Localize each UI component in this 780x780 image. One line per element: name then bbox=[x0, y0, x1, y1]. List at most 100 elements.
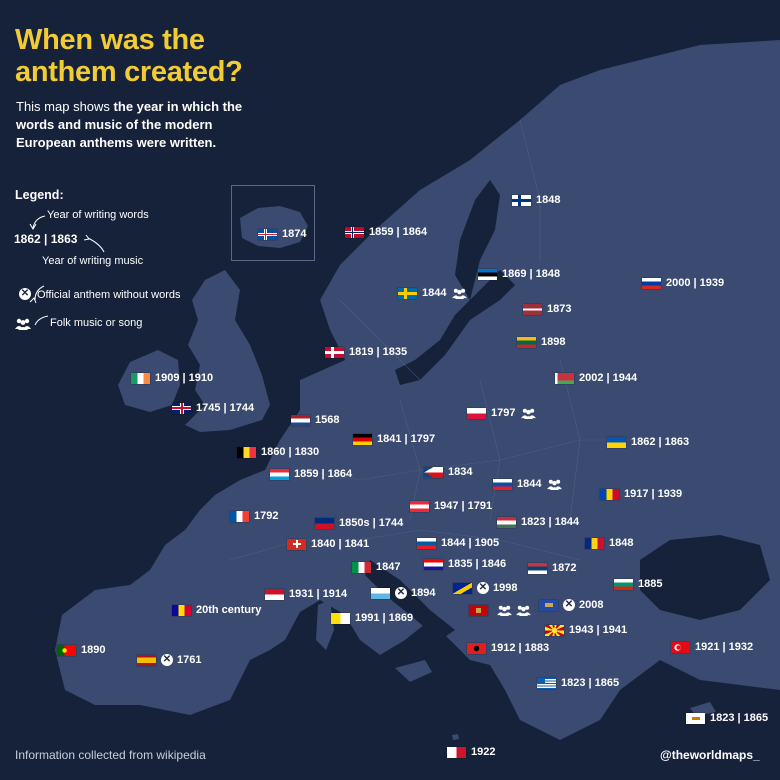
folk-icon bbox=[452, 288, 468, 299]
anthem-years: 1874 bbox=[282, 228, 307, 240]
anthem-years: 1823 | 1865 bbox=[710, 712, 769, 724]
country-label-estonia: 1869 | 1848 bbox=[478, 268, 560, 280]
subtitle-bold: the year in which the words and music of… bbox=[16, 99, 243, 150]
country-label-bosnia: ✕ 1998 bbox=[453, 582, 517, 594]
no-words-icon: ✕ bbox=[477, 582, 489, 594]
anthem-years: 1834 bbox=[448, 466, 473, 478]
folk-icon bbox=[497, 605, 512, 616]
country-label-austria: 1947 | 1791 bbox=[410, 500, 492, 512]
country-label-portugal: 1890 bbox=[57, 644, 105, 656]
sardinia bbox=[316, 600, 334, 650]
sanmarino-flag-icon bbox=[371, 587, 390, 599]
anthem-years: 1862 | 1863 bbox=[631, 436, 690, 448]
country-label-slovenia: 1844 | 1905 bbox=[417, 537, 499, 549]
anthem-years: 1943 | 1941 bbox=[569, 624, 628, 636]
austria-flag-icon bbox=[410, 500, 429, 512]
great-britain bbox=[185, 270, 270, 432]
anthem-years: 1885 bbox=[638, 578, 663, 590]
anthem-years: 1872 bbox=[552, 562, 577, 574]
anthem-years: 2002 | 1944 bbox=[579, 372, 638, 384]
anthem-years: 1819 | 1835 bbox=[349, 346, 408, 358]
andorra-flag-icon bbox=[172, 604, 191, 616]
anthem-years: 1840 | 1841 bbox=[311, 538, 370, 550]
country-label-uk: 1745 | 1744 bbox=[172, 402, 254, 414]
europe-landmass bbox=[55, 40, 780, 740]
subtitle-prefix: This map shows bbox=[16, 99, 114, 114]
country-label-switzerland: 1840 | 1841 bbox=[287, 538, 369, 550]
country-label-ireland: 1909 | 1910 bbox=[131, 372, 213, 384]
country-label-lithuania: 1898 bbox=[517, 336, 565, 348]
country-label-belgium: 1860 | 1830 bbox=[237, 446, 319, 458]
country-label-serbia: 1872 bbox=[528, 562, 576, 574]
switzerland-flag-icon bbox=[287, 538, 306, 550]
country-label-poland: 1797 bbox=[467, 407, 537, 419]
folk-icon bbox=[15, 318, 31, 330]
ukraine-flag-icon bbox=[607, 436, 626, 448]
country-label-albania: 1912 | 1883 bbox=[467, 642, 549, 654]
anthem-years: 1823 | 1844 bbox=[521, 516, 580, 528]
country-label-belarus: 2002 | 1944 bbox=[555, 372, 637, 384]
lithuania-flag-icon bbox=[517, 336, 536, 348]
anthem-years: 1835 | 1846 bbox=[448, 558, 507, 570]
anthem-years: 1859 | 1864 bbox=[294, 468, 353, 480]
no-words-icon: ✕ bbox=[395, 587, 407, 599]
legend-heading: Legend: bbox=[15, 188, 64, 202]
country-label-andorra: 20th century bbox=[172, 604, 261, 616]
croatia-flag-icon bbox=[424, 558, 443, 570]
anthem-years: 1931 | 1914 bbox=[289, 588, 348, 600]
uk-flag-icon bbox=[172, 402, 191, 414]
iceland-flag-icon bbox=[258, 228, 277, 240]
estonia-flag-icon bbox=[478, 268, 497, 280]
country-label-denmark: 1819 | 1835 bbox=[325, 346, 407, 358]
country-label-italy: 1847 bbox=[352, 561, 400, 573]
country-label-spain: ✕ 1761 bbox=[137, 654, 201, 666]
iceland-inset-frame bbox=[231, 185, 315, 261]
greece-flag-icon bbox=[537, 677, 556, 689]
moldova-flag-icon bbox=[600, 488, 619, 500]
anthem-years: 1850s | 1744 bbox=[339, 517, 404, 529]
gulf-of-bothnia bbox=[455, 180, 500, 300]
poland-flag-icon bbox=[467, 407, 486, 419]
belarus-flag-icon bbox=[555, 372, 574, 384]
anthem-years: 1991 | 1869 bbox=[355, 612, 414, 624]
no-words-icon: ✕ bbox=[563, 599, 575, 611]
legend-no-words-text: Official anthem without words bbox=[37, 289, 181, 301]
title-line-1: When was the bbox=[15, 24, 205, 56]
anthem-years: 1909 | 1910 bbox=[155, 372, 214, 384]
slovakia-flag-icon bbox=[493, 478, 512, 490]
anthem-years: 1921 | 1932 bbox=[695, 641, 754, 653]
adriatic-sea bbox=[365, 560, 455, 640]
country-label-russia: 2000 | 1939 bbox=[642, 277, 724, 289]
country-label-czechia: 1834 bbox=[424, 466, 472, 478]
country-label-sanmarino: ✕ 1894 bbox=[371, 587, 435, 599]
country-label-monaco: 1931 | 1914 bbox=[265, 588, 347, 600]
anthem-years: 1844 bbox=[422, 287, 447, 299]
country-label-northmacedonia: 1943 | 1941 bbox=[545, 624, 627, 636]
anthem-years: 1998 bbox=[493, 582, 518, 594]
anthem-years: 1860 | 1830 bbox=[261, 446, 320, 458]
serbia-flag-icon bbox=[528, 562, 547, 574]
hungary-flag-icon bbox=[497, 516, 516, 528]
slovenia-flag-icon bbox=[417, 537, 436, 549]
malta-flag-icon bbox=[447, 746, 466, 758]
anthem-years: 1761 bbox=[177, 654, 202, 666]
belgium-flag-icon bbox=[237, 446, 256, 458]
source-note: Information collected from wikipedia bbox=[15, 748, 206, 762]
monaco-flag-icon bbox=[265, 588, 284, 600]
iceland bbox=[240, 206, 308, 248]
liechtenstein-flag-icon bbox=[315, 517, 334, 529]
anthem-years: 1823 | 1865 bbox=[561, 677, 620, 689]
spain-flag-icon bbox=[137, 654, 156, 666]
anthem-years: 1841 | 1797 bbox=[377, 433, 436, 445]
country-label-bulgaria: 1885 bbox=[614, 578, 662, 590]
russia-flag-icon bbox=[642, 277, 661, 289]
anthem-years: 1848 bbox=[536, 194, 561, 206]
country-label-netherlands: 1568 bbox=[291, 414, 339, 426]
country-label-luxembourg: 1859 | 1864 bbox=[270, 468, 352, 480]
anthem-years: 1844 bbox=[517, 478, 542, 490]
country-label-germany: 1841 | 1797 bbox=[353, 433, 435, 445]
anthem-years: 2000 | 1939 bbox=[666, 277, 725, 289]
kosovo-flag-icon bbox=[539, 599, 558, 611]
bulgaria-flag-icon bbox=[614, 578, 633, 590]
latvia-flag-icon bbox=[523, 303, 542, 315]
